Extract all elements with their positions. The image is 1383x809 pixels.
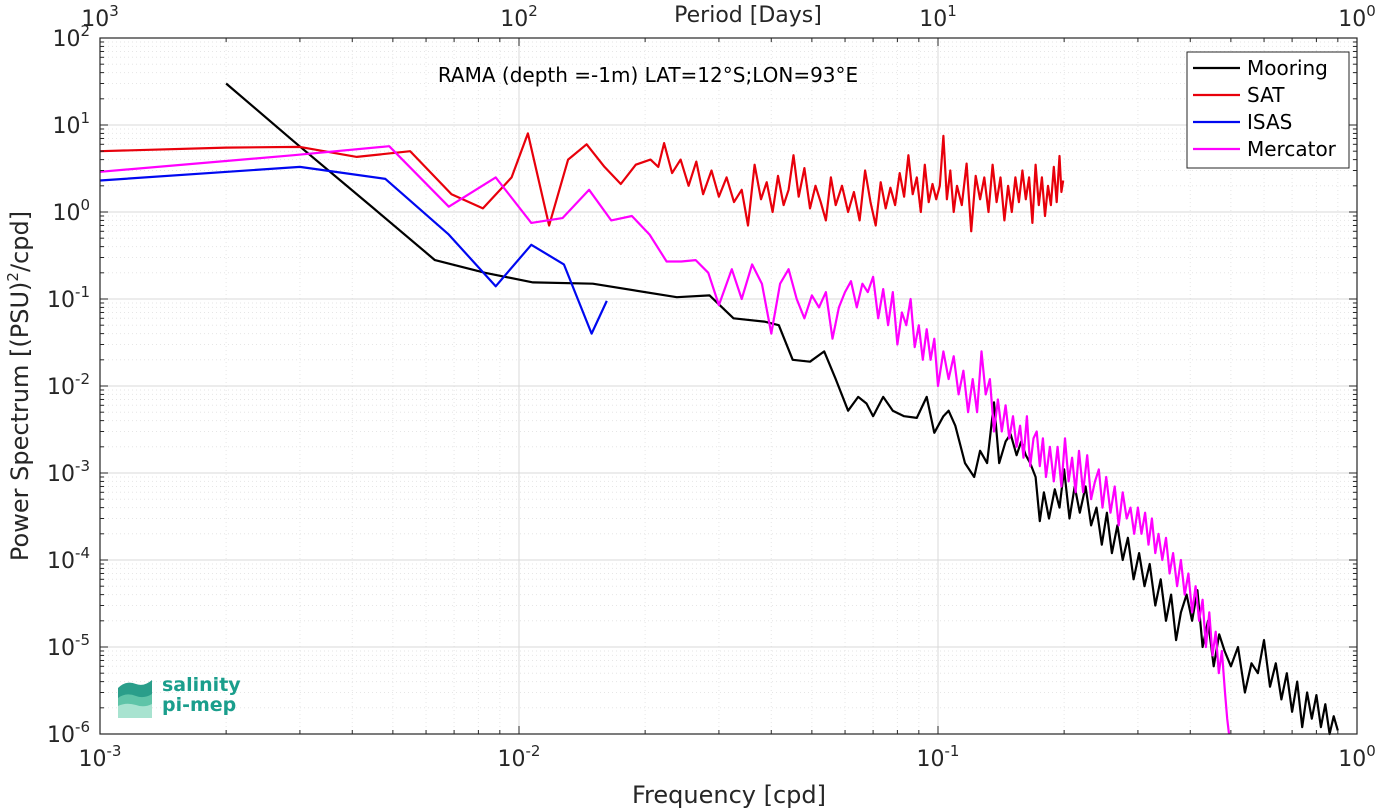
x-tick-label-exp: -3 [107, 742, 122, 760]
top-tick-label-base: 10 [81, 7, 109, 32]
y-tick-label-exp: -6 [75, 718, 90, 736]
y-tick-label-exp: -2 [75, 370, 90, 388]
top-tick-label-exp: 0 [1366, 2, 1376, 20]
x-tick-label-exp: -1 [945, 742, 960, 760]
legend-label-sat: SAT [1247, 83, 1285, 107]
y-tick-label-base: 10 [47, 375, 75, 400]
top-tick-labels: 103 102 101 100 [81, 2, 1376, 32]
y-tick-label-base: 10 [47, 636, 75, 661]
ticks [99, 37, 1358, 735]
top-tick-label-exp: 2 [528, 2, 538, 20]
logo-line1: salinity [162, 674, 241, 696]
salinity-pi-mep-logo: salinity pi-mep [116, 672, 256, 722]
logo-line2: pi-mep [162, 694, 237, 716]
x-tick-label: 10-2 [498, 742, 541, 772]
y-tick-label: 101 [52, 109, 90, 139]
series-line-mercator [99, 145, 1231, 735]
y-axis-title-sup: 2 [4, 272, 22, 282]
y-tick-label-exp: -3 [75, 457, 90, 475]
y-tick-label-base: 10 [52, 27, 80, 52]
y-tick-label: 10-1 [47, 283, 90, 313]
x-tick-label: 10-3 [79, 742, 122, 772]
top-tick-label-base: 10 [919, 7, 947, 32]
y-tick-label: 102 [52, 22, 90, 52]
y-tick-label-exp: -5 [75, 631, 90, 649]
top-tick-label: 103 [81, 2, 119, 32]
y-tick-label: 10-2 [47, 370, 90, 400]
legend-label-mercator: Mercator [1247, 137, 1337, 161]
grid [100, 38, 1357, 734]
y-tick-label-exp: -1 [75, 283, 90, 301]
top-tick-label: 100 [1338, 2, 1376, 32]
y-tick-label-base: 10 [47, 723, 75, 748]
y-tick-label-exp: -4 [75, 544, 90, 562]
chart-title: RAMA (depth =-1m) LAT=12°S;LON=93°E [438, 63, 858, 87]
x-tick-label: 10-1 [917, 742, 960, 772]
x-tick-label-base: 10 [498, 747, 526, 772]
legend-label-mooring: Mooring [1247, 56, 1328, 80]
y-tick-label: 100 [52, 196, 90, 226]
logo-mark-icon [118, 680, 152, 718]
top-tick-label-base: 10 [500, 7, 528, 32]
x-tick-label-base: 10 [79, 747, 107, 772]
x-tick-label-exp: 0 [1366, 742, 1376, 760]
y-tick-label-exp: 2 [80, 22, 90, 40]
x-tick-label: 100 [1338, 742, 1376, 772]
series-group [99, 82, 1339, 736]
legend: Mooring SAT ISAS Mercator [1186, 51, 1350, 169]
y-tick-label-base: 10 [52, 114, 80, 139]
top-tick-label-base: 10 [1338, 7, 1366, 32]
series-line-sat [99, 132, 1065, 233]
y-axis-title: Power Spectrum [(PSU)2/cpd] [4, 211, 34, 561]
top-tick-label-exp: 3 [109, 2, 119, 20]
y-tick-label: 10-4 [47, 544, 90, 574]
y-tick-label-base: 10 [52, 201, 80, 226]
y-tick-label-base: 10 [47, 549, 75, 574]
y-tick-label-exp: 1 [80, 109, 90, 127]
top-tick-label: 102 [500, 2, 538, 32]
y-tick-label: 10-3 [47, 457, 90, 487]
y-tick-label-base: 10 [47, 462, 75, 487]
legend-items: Mooring SAT ISAS Mercator [1193, 56, 1337, 161]
y-tick-label: 10-5 [47, 631, 90, 661]
x-tick-label-exp: -2 [526, 742, 541, 760]
legend-label-isas: ISAS [1247, 110, 1292, 134]
top-axis-title: Period [Days] [674, 3, 822, 28]
y-axis-title-main: Power Spectrum [(PSU) [6, 282, 34, 561]
y-tick-label-base: 10 [47, 288, 75, 313]
y-axis-title-tail: /cpd] [6, 211, 34, 272]
x-tick-label-base: 10 [917, 747, 945, 772]
y-tick-label: 10-6 [47, 718, 90, 748]
top-tick-label-exp: 1 [947, 2, 957, 20]
series-line-isas [99, 165, 608, 335]
x-tick-label-base: 10 [1338, 747, 1366, 772]
x-axis-title: Frequency [cpd] [632, 781, 826, 809]
x-tick-labels: 10-3 10-2 10-1 100 [79, 742, 1376, 772]
top-tick-label: 101 [919, 2, 957, 32]
y-tick-label-exp: 0 [80, 196, 90, 214]
